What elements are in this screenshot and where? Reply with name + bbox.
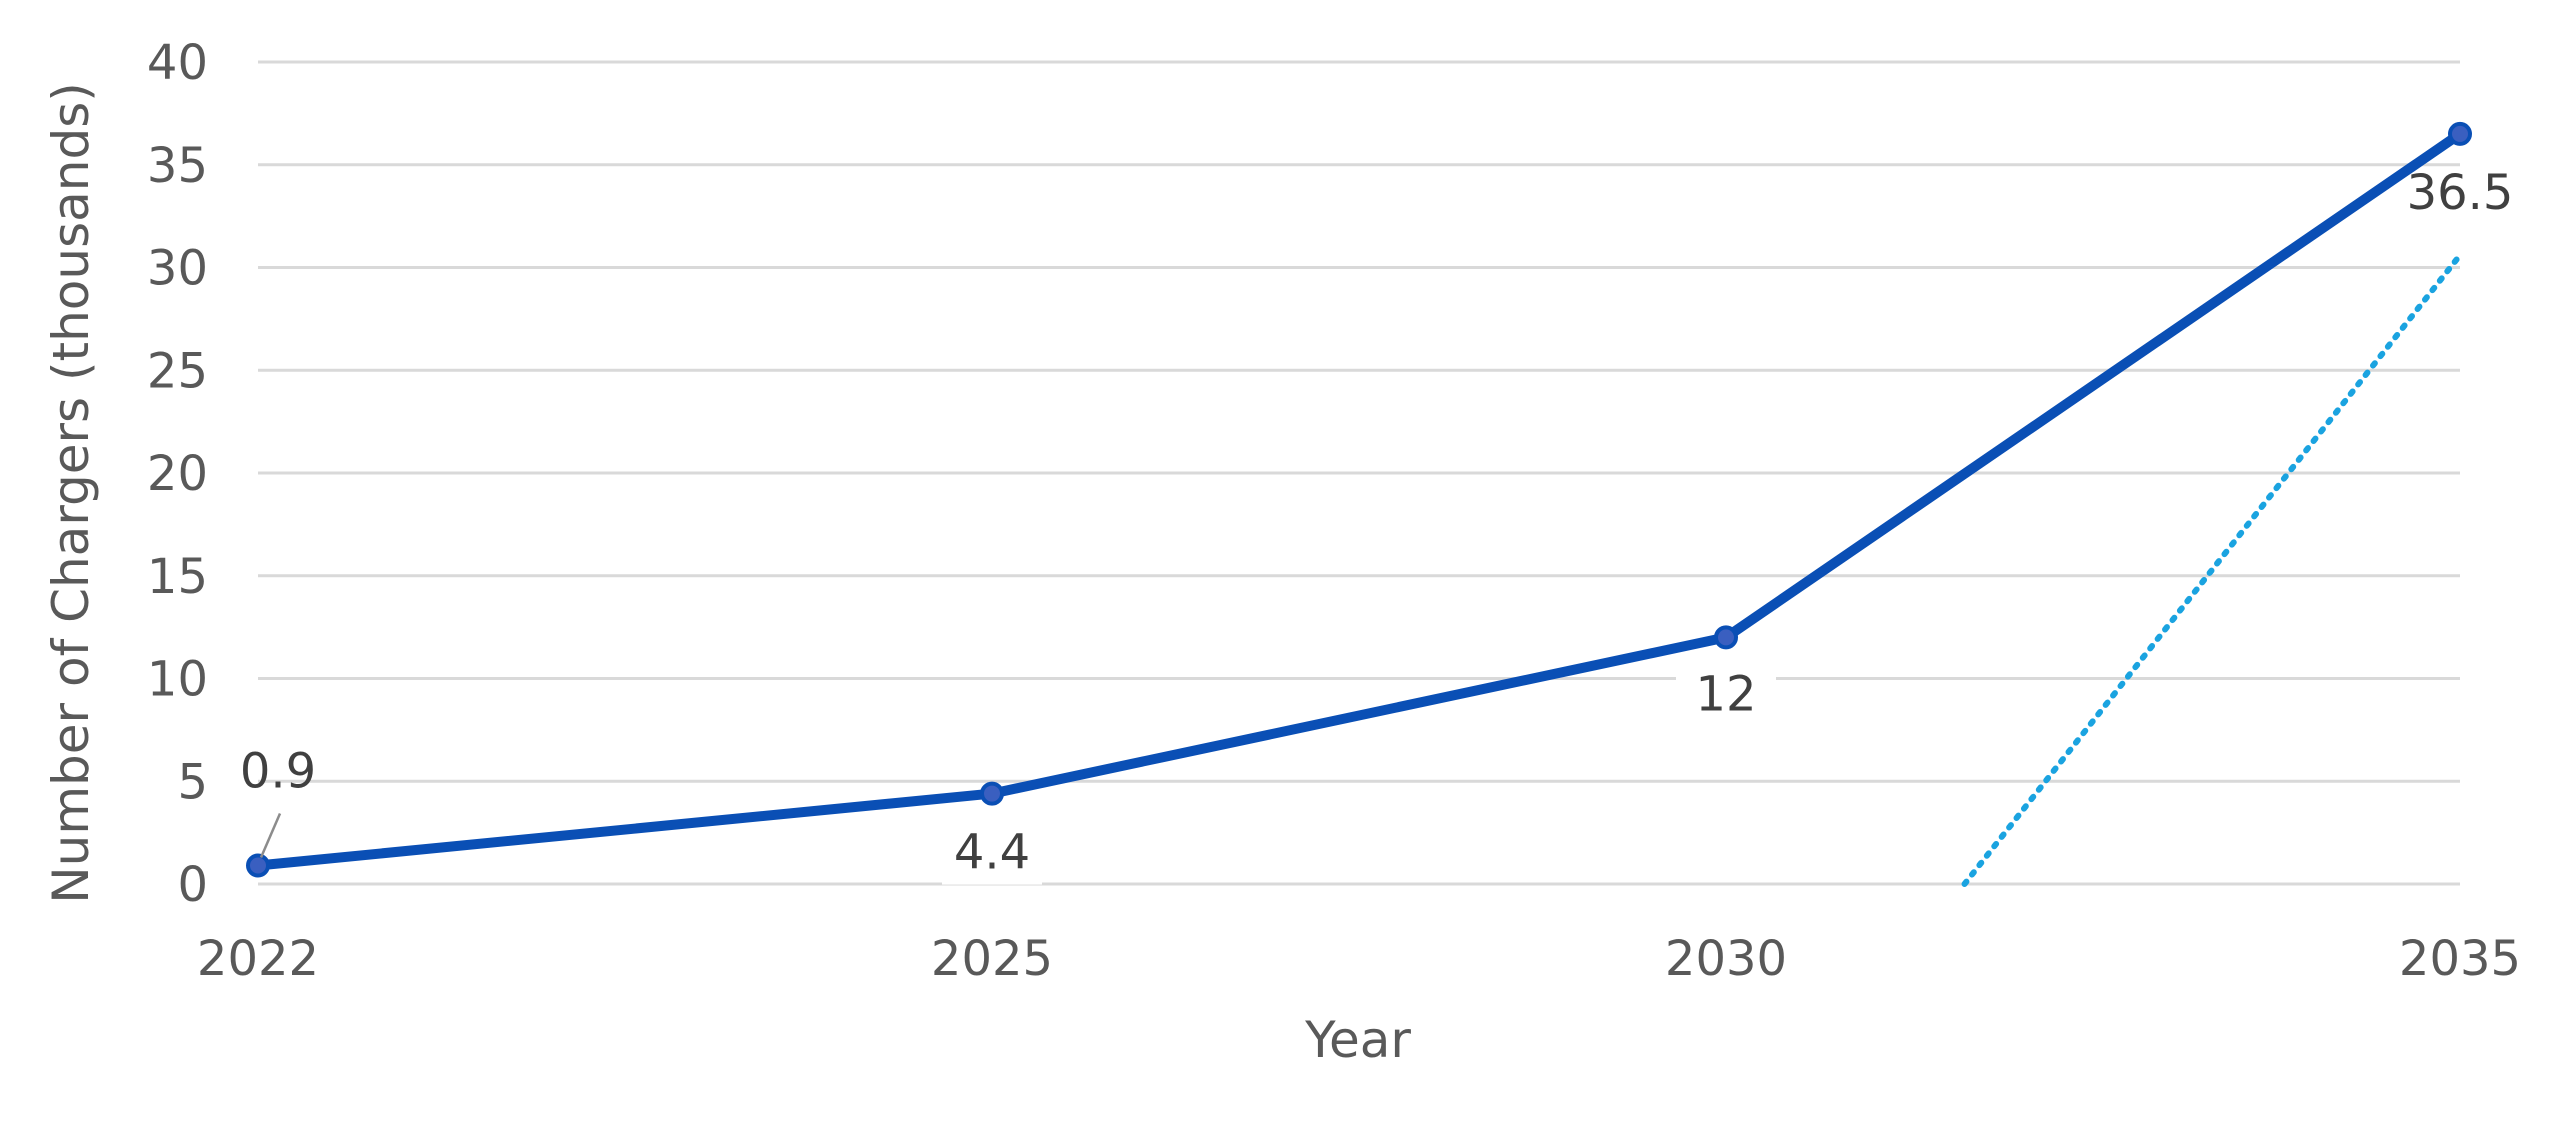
data-label-2025: 4.4: [954, 825, 1030, 881]
data-label-bg-2030: [1676, 666, 1776, 727]
data-point-2025: [980, 781, 1004, 806]
data-point-2035: [2448, 121, 2472, 146]
x-tick-label-2030: 2030: [1665, 931, 1787, 987]
y-tick-label-15: 15: [147, 549, 208, 605]
y-tick-label-40: 40: [147, 35, 208, 91]
x-tick-label-2025: 2025: [931, 931, 1053, 987]
grid-lines: [258, 60, 2460, 886]
data-point-2022: [246, 853, 270, 878]
y-tick-label-20: 20: [147, 446, 208, 502]
x-tick-label-2022: 2022: [197, 931, 319, 987]
y-tick-label-0: 0: [177, 857, 208, 913]
data-label-bg-2025: [942, 824, 1042, 885]
data-label-2030: 12: [1695, 666, 1756, 722]
data-point-2030: [1714, 625, 1738, 650]
data-label-2035: 36.5: [2407, 165, 2514, 221]
y-tick-label-35: 35: [147, 138, 208, 194]
y-tick-label-25: 25: [147, 343, 208, 399]
data-label-2022: 0.9: [240, 744, 316, 800]
x-axis-tick-labels: 2022 2025 2030 2035: [197, 931, 2521, 987]
y-axis-tick-labels: 0 5 10 15 20 25 30 35 40: [147, 35, 208, 913]
trendline: [1961, 252, 2463, 887]
y-tick-label-30: 30: [147, 241, 208, 297]
series-line-0: [253, 128, 2465, 871]
y-tick-label-10: 10: [147, 652, 208, 708]
series-group: [246, 121, 2472, 878]
leader-line-2022: [259, 813, 282, 859]
x-tick-label-2035: 2035: [2399, 931, 2521, 987]
trendline-dotted: [1961, 252, 2463, 887]
x-axis-title: Year: [1304, 1011, 1411, 1069]
data-labels: 0.9 4.4 12 36.5: [240, 165, 2514, 885]
y-axis-title: Number of Chargers (thousands): [42, 82, 100, 904]
y-tick-label-5: 5: [177, 754, 208, 810]
